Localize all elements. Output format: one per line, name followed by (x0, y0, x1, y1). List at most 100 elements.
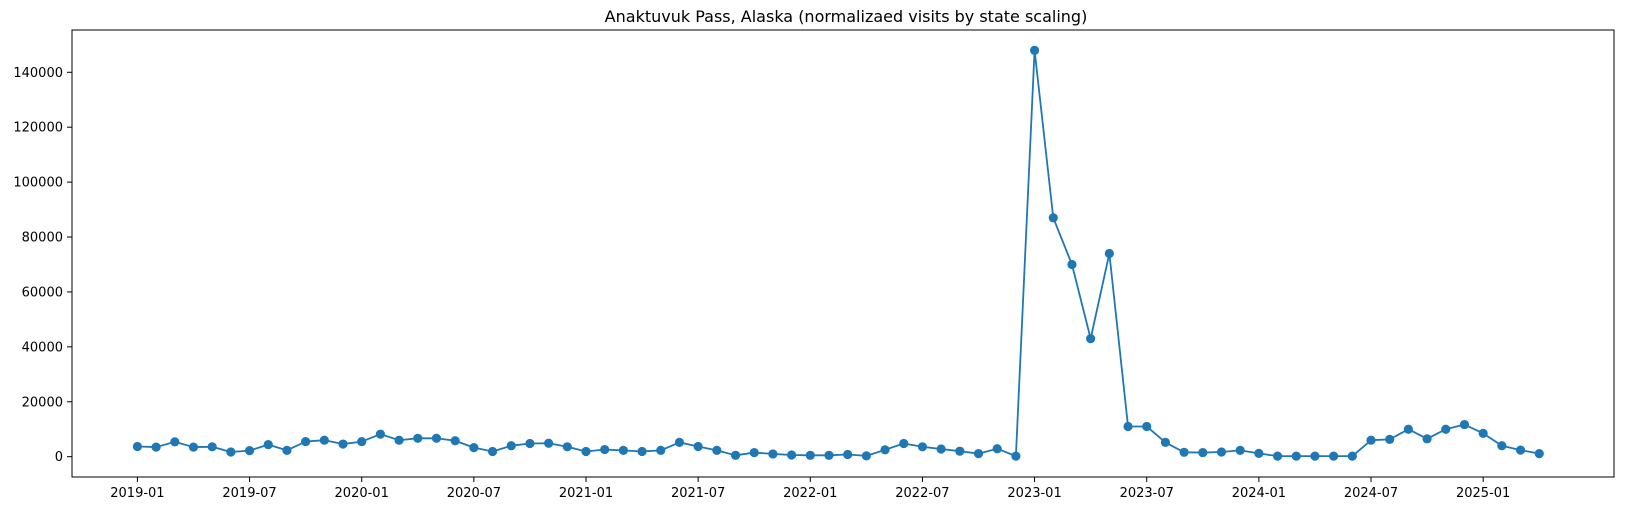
y-tick-label: 20000 (22, 395, 63, 410)
data-point (637, 446, 647, 457)
x-tick-label: 2023-07 (1120, 486, 1174, 501)
data-point (450, 436, 460, 446)
series-line (137, 49, 1540, 458)
data-point (899, 438, 909, 449)
data-point (1272, 451, 1283, 461)
data-point (338, 439, 348, 449)
data-point (357, 436, 367, 447)
data-point (581, 446, 591, 457)
data-point (880, 445, 890, 455)
data-point (1291, 451, 1301, 461)
data-point (394, 435, 404, 445)
data-point (1459, 419, 1470, 430)
data-point (1104, 248, 1114, 259)
data-point (1515, 445, 1526, 455)
data-point (1254, 448, 1264, 458)
data-point (973, 449, 984, 459)
data-point (1403, 424, 1413, 434)
x-tick-label: 2020-01 (335, 486, 389, 501)
data-point (562, 442, 572, 452)
data-point (712, 445, 722, 455)
data-points (132, 45, 1544, 461)
x-tick-label: 2020-07 (447, 486, 501, 501)
data-point (1478, 428, 1488, 438)
data-point (132, 441, 143, 452)
data-point (1235, 445, 1245, 455)
data-point (319, 435, 329, 445)
data-point (730, 450, 741, 460)
y-tick-label: 60000 (22, 285, 63, 300)
data-point (469, 443, 479, 453)
data-point (1142, 421, 1152, 432)
data-point (824, 450, 834, 460)
y-tick-label: 100000 (13, 176, 63, 191)
data-point (1422, 434, 1432, 444)
data-point (170, 437, 180, 447)
data-point (375, 429, 385, 439)
chart-title: Anaktuvuk Pass, Alaska (normalizaed visi… (605, 7, 1088, 26)
y-tick-label: 0 (55, 450, 63, 465)
data-point (1029, 45, 1040, 55)
data-point (1385, 434, 1395, 444)
y-tick-label: 140000 (13, 66, 63, 81)
x-tick-label: 2022-01 (783, 486, 837, 501)
x-tick-label: 2021-07 (671, 486, 725, 501)
data-point (768, 449, 778, 459)
data-point (1329, 451, 1339, 461)
data-point (1048, 213, 1058, 223)
data-point (506, 441, 516, 451)
y-tick-label: 80000 (22, 231, 63, 246)
data-point (244, 446, 255, 456)
y-tick-label: 40000 (22, 340, 63, 355)
data-point (1011, 451, 1021, 461)
data-point (1497, 441, 1507, 451)
data-point (787, 450, 797, 460)
data-point (1347, 451, 1357, 461)
data-point (936, 444, 946, 454)
data-point (1198, 447, 1208, 458)
x-tick-label: 2019-07 (222, 486, 276, 501)
data-point (917, 442, 928, 452)
plot-area (71, 29, 1615, 478)
data-point (861, 451, 871, 461)
data-point (1310, 451, 1320, 461)
data-point (413, 433, 423, 443)
x-tick-label: 2021-01 (559, 486, 613, 501)
data-point (188, 442, 199, 452)
data-point (282, 445, 292, 455)
x-tick-label: 2024-01 (1232, 486, 1286, 501)
data-point (263, 440, 273, 450)
data-point (1216, 447, 1227, 457)
data-point (1123, 421, 1133, 432)
data-point (843, 449, 853, 460)
data-point (301, 436, 311, 447)
data-point (656, 445, 666, 455)
data-point (1067, 259, 1077, 270)
data-point (487, 446, 498, 457)
data-point (1160, 437, 1171, 447)
data-point (693, 441, 703, 452)
x-tick-label: 2022-07 (895, 486, 949, 501)
x-tick-label: 2019-01 (110, 486, 164, 501)
data-point (600, 444, 610, 455)
y-axis: 0 20000 40000 60000 80000 100000 120000 140000 (13, 66, 72, 465)
data-point (1441, 424, 1451, 434)
x-tick-label: 2023-01 (1007, 486, 1061, 501)
x-tick-label: 2025-01 (1456, 486, 1510, 501)
y-tick-label: 120000 (13, 121, 63, 136)
data-point (749, 447, 759, 458)
data-point (207, 442, 217, 452)
data-point (674, 437, 685, 447)
data-point (525, 438, 535, 449)
data-point (431, 433, 442, 443)
data-point (1366, 435, 1376, 445)
data-point (1086, 334, 1096, 344)
data-point (1534, 449, 1544, 459)
data-point (992, 444, 1002, 454)
data-point (544, 438, 554, 448)
data-point (805, 450, 815, 460)
data-point (618, 445, 628, 455)
data-point (151, 442, 161, 452)
data-point (226, 447, 236, 457)
